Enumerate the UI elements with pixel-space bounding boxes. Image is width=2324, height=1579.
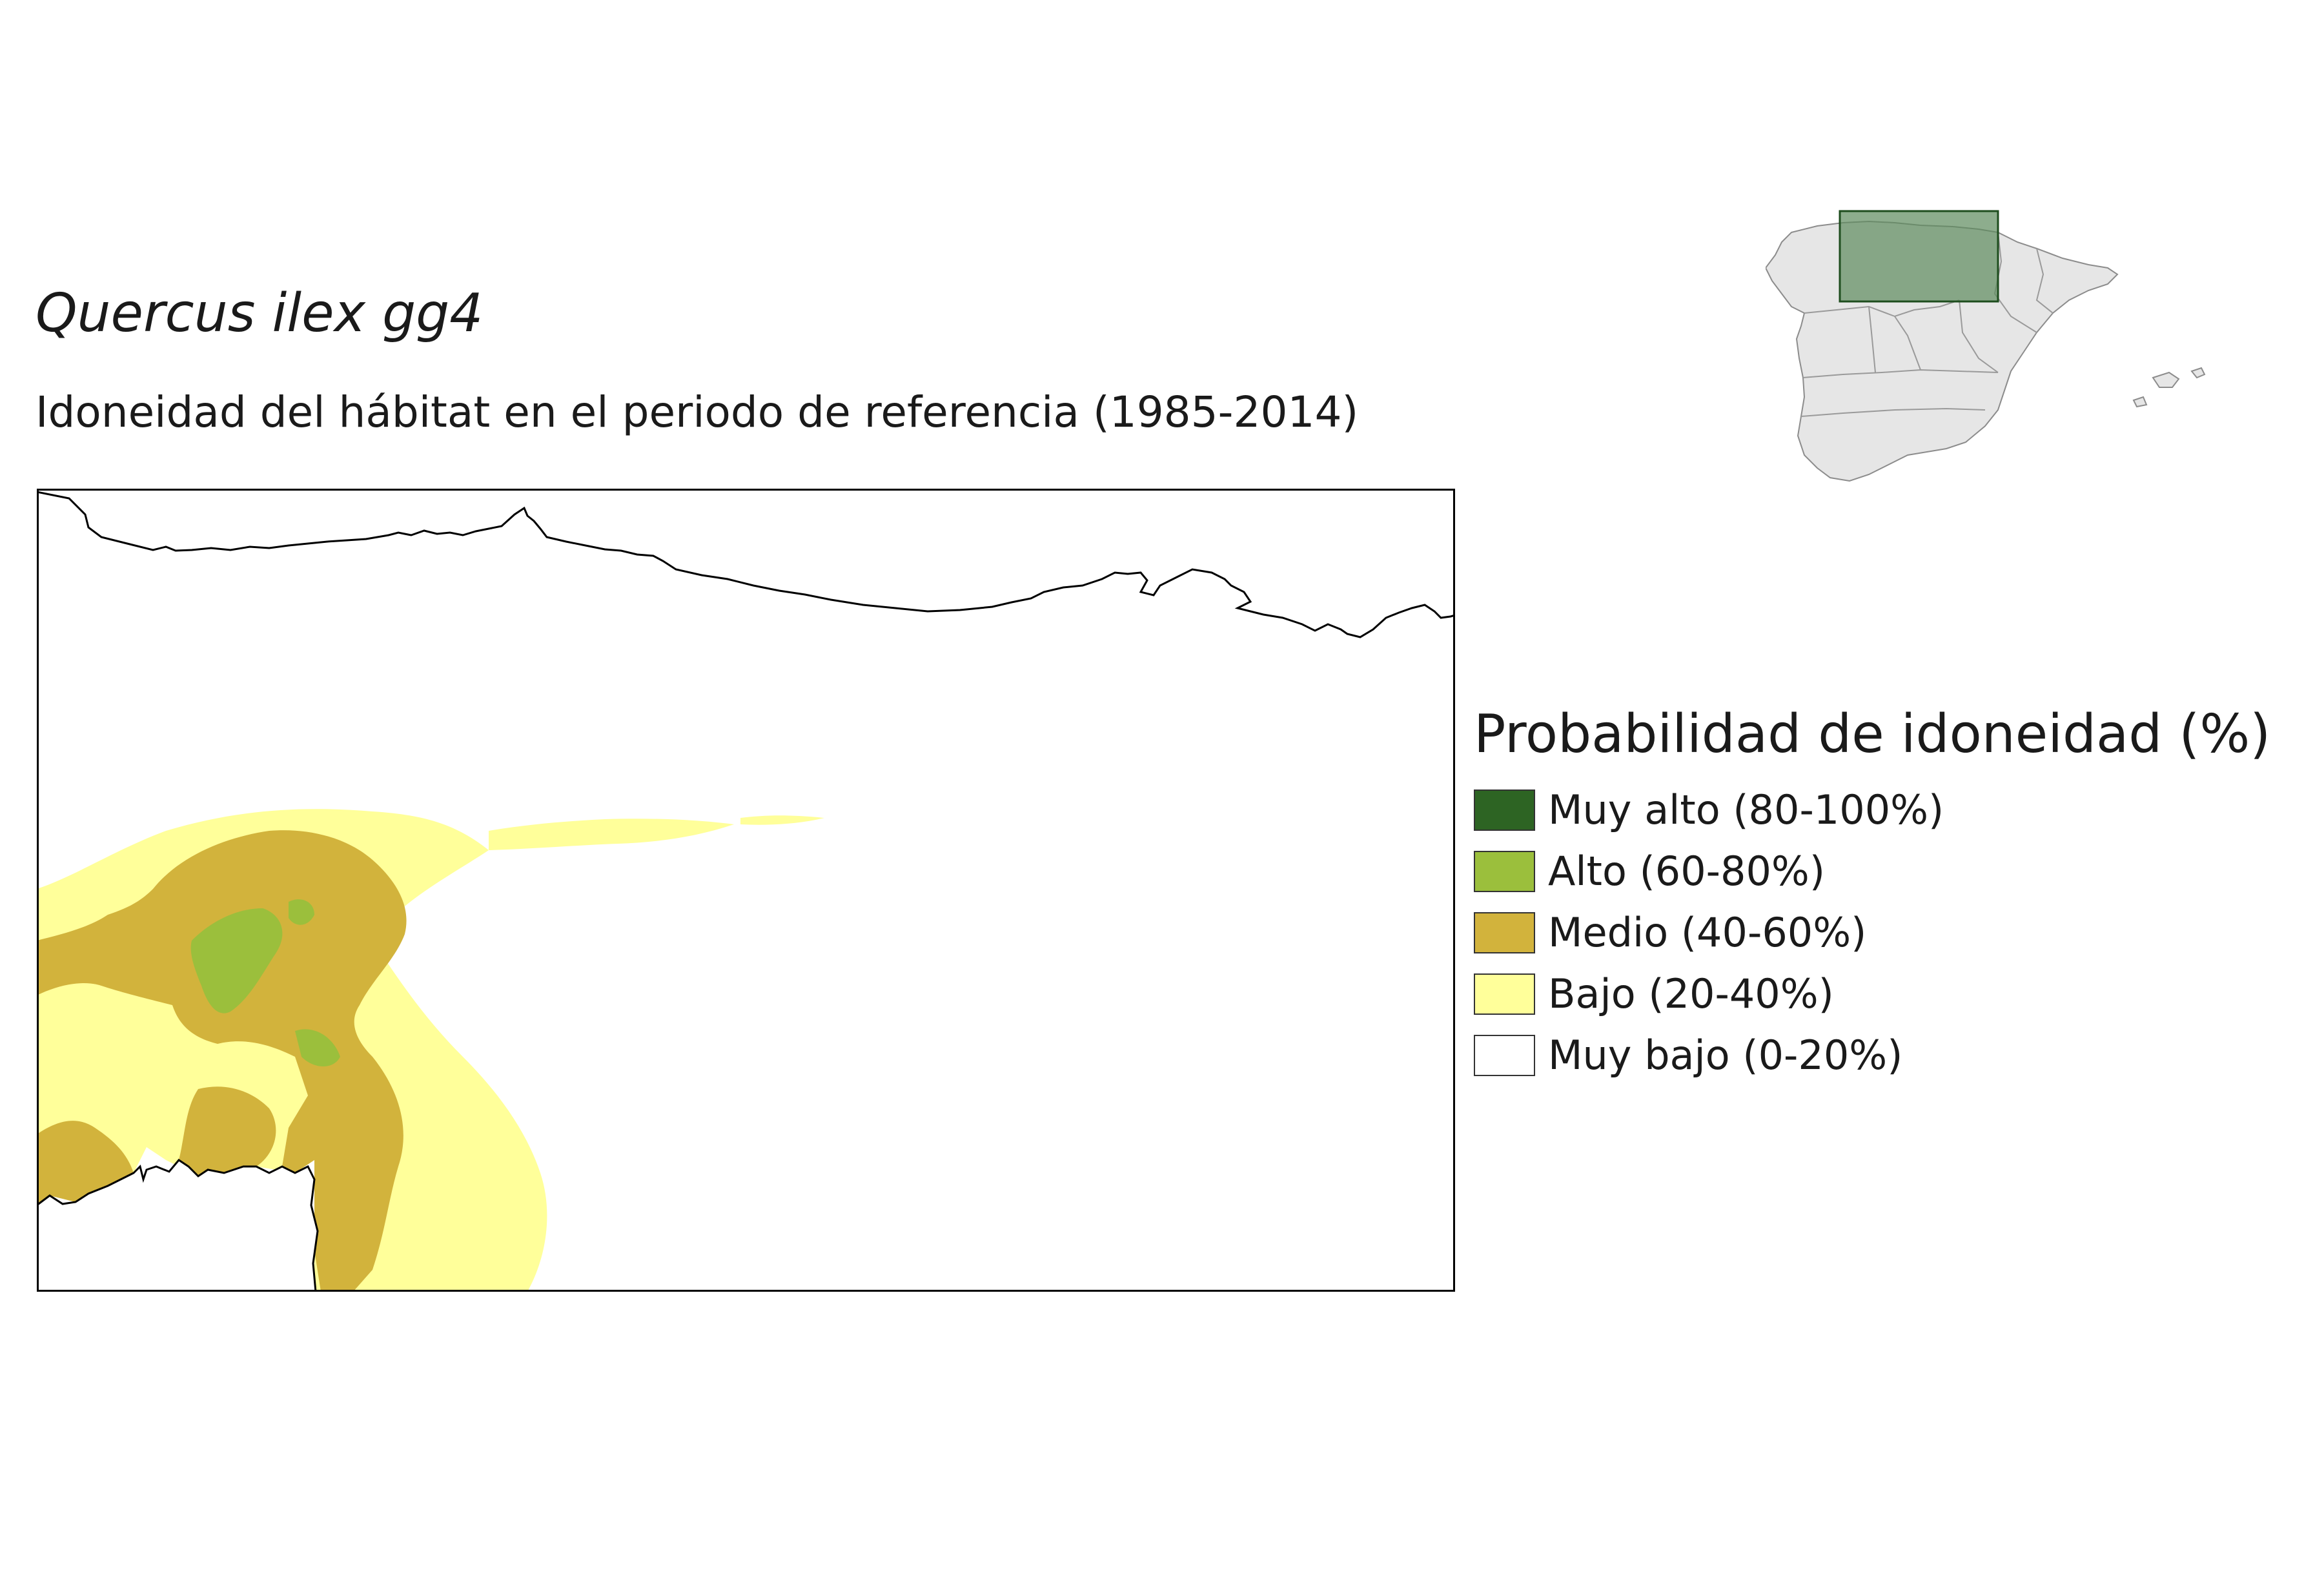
suitability-high-zone (190, 899, 340, 1066)
legend-item: Muy bajo (0-20%) (1474, 1024, 2270, 1086)
legend-swatch (1474, 850, 1535, 892)
legend-swatch (1474, 1034, 1535, 1076)
legend-swatch (1474, 912, 1535, 953)
legend: Probabilidad de idoneidad (%) Muy alto (… (1474, 704, 2270, 1086)
map-title: Quercus ilex gg4 (36, 283, 484, 344)
balearic-islands (2132, 367, 2206, 408)
legend-item: Medio (40-60%) (1474, 902, 2270, 963)
legend-item: Muy alto (80-100%) (1474, 779, 2270, 840)
spain-locator-map (1766, 203, 2230, 578)
legend-label: Alto (60-80%) (1548, 848, 1826, 895)
legend-title: Probabilidad de idoneidad (%) (1474, 704, 2271, 765)
study-area-highlight (1839, 210, 1999, 303)
legend-label: Bajo (20-40%) (1548, 970, 1834, 1017)
map-subtitle: Idoneidad del hábitat en el periodo de r… (36, 387, 1359, 437)
excluded-area-boundary (37, 1159, 319, 1292)
legend-swatch (1474, 973, 1535, 1015)
legend-item: Alto (60-80%) (1474, 840, 2270, 902)
legend-label: Muy alto (80-100%) (1548, 786, 1944, 833)
suitability-medium-zone (37, 830, 407, 1292)
legend-swatch (1474, 789, 1535, 831)
legend-label: Medio (40-60%) (1548, 909, 1867, 956)
legend-label: Muy bajo (0-20%) (1548, 1032, 1903, 1079)
coastline (37, 491, 1455, 638)
legend-item: Bajo (20-40%) (1474, 963, 2270, 1024)
habitat-map (37, 489, 1455, 1292)
